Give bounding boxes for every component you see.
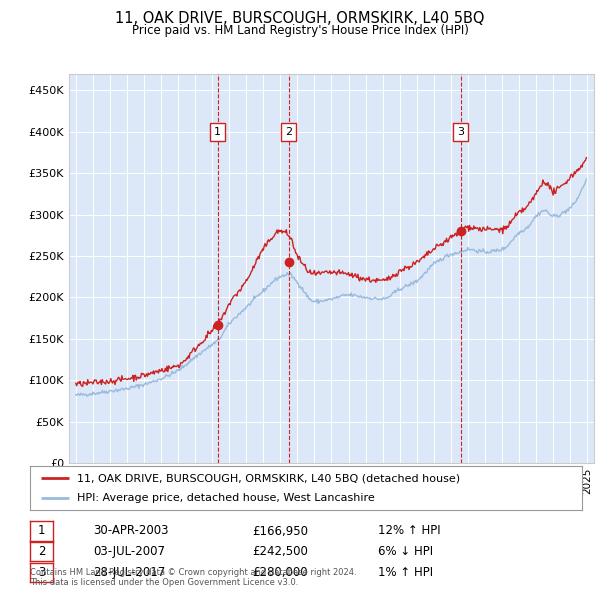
Text: 2: 2 <box>286 127 292 137</box>
Text: 30-APR-2003: 30-APR-2003 <box>93 525 169 537</box>
Text: 1% ↑ HPI: 1% ↑ HPI <box>378 566 433 579</box>
Text: 2: 2 <box>38 545 45 558</box>
Text: 6% ↓ HPI: 6% ↓ HPI <box>378 545 433 558</box>
Text: 3: 3 <box>457 127 464 137</box>
Text: 12% ↑ HPI: 12% ↑ HPI <box>378 525 440 537</box>
Text: 11, OAK DRIVE, BURSCOUGH, ORMSKIRK, L40 5BQ (detached house): 11, OAK DRIVE, BURSCOUGH, ORMSKIRK, L40 … <box>77 473 460 483</box>
Text: Price paid vs. HM Land Registry's House Price Index (HPI): Price paid vs. HM Land Registry's House … <box>131 24 469 37</box>
Text: £166,950: £166,950 <box>252 525 308 537</box>
Text: 11, OAK DRIVE, BURSCOUGH, ORMSKIRK, L40 5BQ: 11, OAK DRIVE, BURSCOUGH, ORMSKIRK, L40 … <box>115 11 485 25</box>
Text: 1: 1 <box>38 525 45 537</box>
Text: 3: 3 <box>38 566 45 579</box>
Text: HPI: Average price, detached house, West Lancashire: HPI: Average price, detached house, West… <box>77 493 374 503</box>
Text: 28-JUL-2017: 28-JUL-2017 <box>93 566 165 579</box>
Text: £242,500: £242,500 <box>252 545 308 558</box>
Text: 1: 1 <box>214 127 221 137</box>
Text: 03-JUL-2007: 03-JUL-2007 <box>93 545 165 558</box>
Text: Contains HM Land Registry data © Crown copyright and database right 2024.
This d: Contains HM Land Registry data © Crown c… <box>30 568 356 587</box>
Text: £280,000: £280,000 <box>252 566 308 579</box>
